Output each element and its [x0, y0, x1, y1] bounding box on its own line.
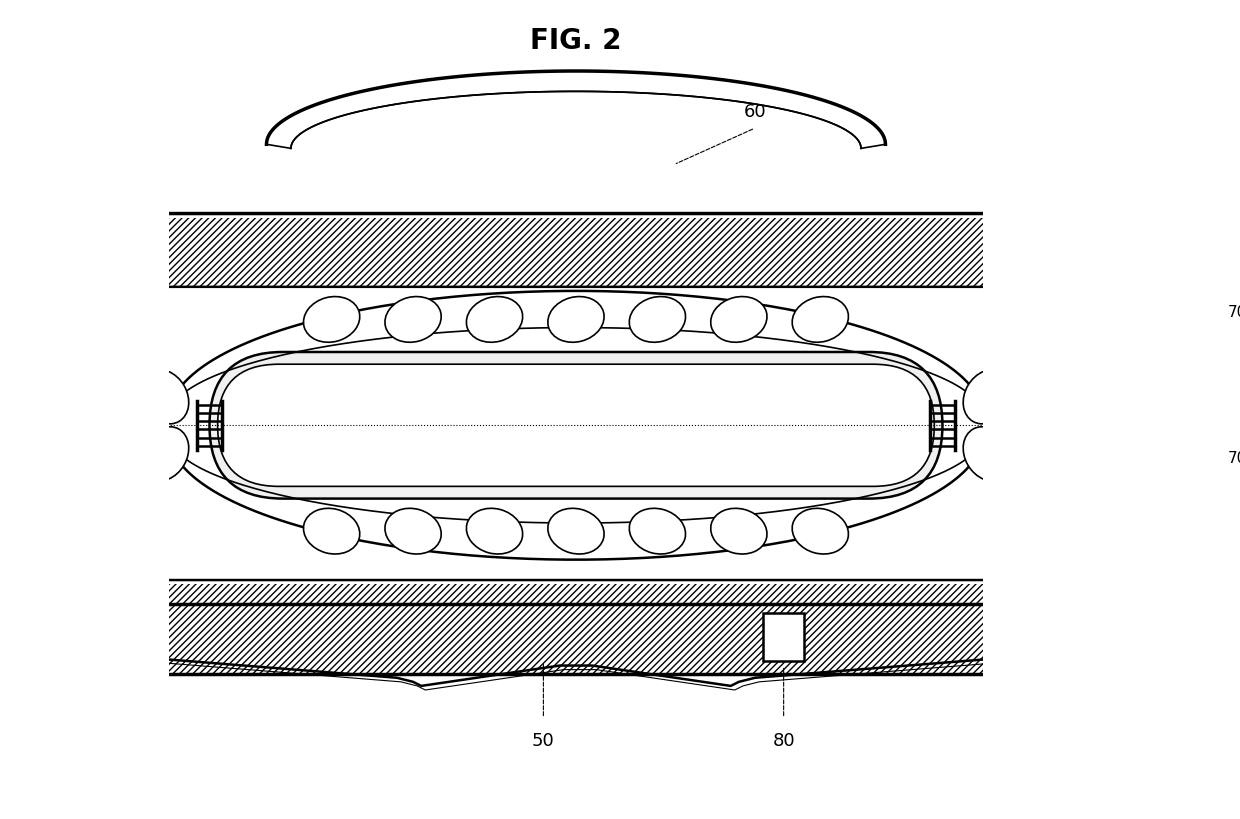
Ellipse shape: [963, 370, 1012, 424]
Ellipse shape: [711, 297, 768, 343]
Ellipse shape: [629, 509, 686, 554]
Text: 50: 50: [532, 731, 554, 749]
Bar: [1095, 283, 1151, 585]
FancyBboxPatch shape: [58, 287, 1094, 581]
FancyBboxPatch shape: [217, 364, 934, 486]
Text: 70a: 70a: [1228, 305, 1240, 319]
Ellipse shape: [384, 509, 441, 554]
Ellipse shape: [963, 428, 1012, 482]
Ellipse shape: [466, 297, 522, 343]
FancyBboxPatch shape: [1, 219, 1151, 287]
Ellipse shape: [140, 428, 188, 482]
Ellipse shape: [792, 297, 848, 343]
FancyBboxPatch shape: [210, 352, 942, 499]
Ellipse shape: [629, 297, 686, 343]
FancyBboxPatch shape: [0, 215, 1162, 654]
Text: FIG. 2: FIG. 2: [531, 27, 621, 55]
Ellipse shape: [792, 509, 848, 554]
Text: 60: 60: [744, 102, 766, 120]
Text: 80: 80: [773, 731, 795, 749]
Ellipse shape: [711, 509, 768, 554]
Bar: [1, 585, 1151, 654]
Ellipse shape: [304, 297, 360, 343]
Bar: [0, 604, 1162, 674]
Polygon shape: [267, 72, 885, 149]
Ellipse shape: [304, 509, 360, 554]
Ellipse shape: [466, 509, 522, 554]
Bar: [1, 283, 57, 585]
Ellipse shape: [140, 370, 188, 424]
Text: 70b: 70b: [1228, 450, 1240, 466]
Ellipse shape: [384, 297, 441, 343]
Bar: [764, 613, 804, 662]
Ellipse shape: [548, 509, 604, 554]
Ellipse shape: [548, 297, 604, 343]
